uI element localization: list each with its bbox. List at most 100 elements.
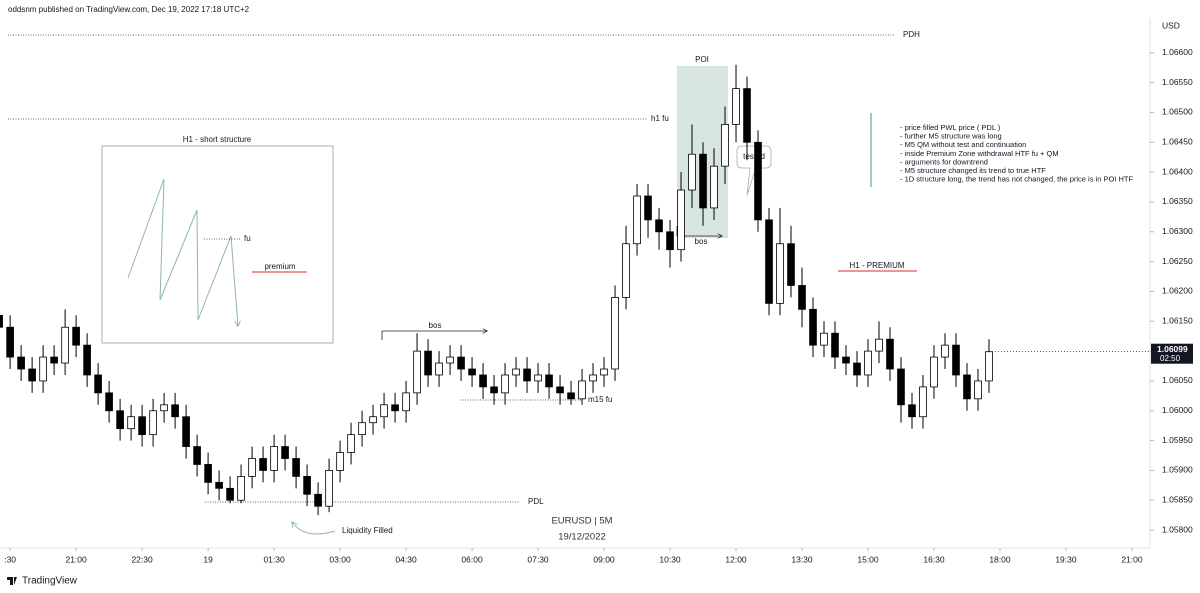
- candle-body: [600, 368, 608, 376]
- y-tick-label: 1.05800: [1162, 524, 1193, 534]
- candle-body: [842, 356, 850, 364]
- y-tick-label: 1.06300: [1162, 226, 1193, 236]
- candle-body: [391, 404, 399, 412]
- candle-body: [655, 219, 663, 233]
- candle-body: [369, 416, 377, 424]
- candle-body: [710, 165, 718, 209]
- bos-arrow: [676, 226, 722, 236]
- footer-brand: TradingView: [22, 576, 78, 587]
- candle-body: [919, 386, 927, 418]
- x-tick-label: 19: [203, 554, 213, 564]
- y-tick-label: 1.06350: [1162, 196, 1193, 206]
- h1-fu-label: h1 fu: [651, 114, 669, 123]
- x-tick-label: 12:00: [725, 554, 747, 564]
- x-tick-label: 19:30: [1055, 554, 1077, 564]
- candle-body: [644, 195, 652, 221]
- candle-body: [457, 356, 465, 370]
- candle-body: [699, 153, 707, 209]
- footer: TradingView: [7, 576, 78, 587]
- x-tick-label: 01:30: [263, 554, 285, 564]
- note-line: - M5 QM without test and continuation: [900, 140, 1026, 149]
- y-tick-label: 1.06250: [1162, 256, 1193, 266]
- candle-body: [149, 410, 157, 436]
- y-tick-label: 1.05900: [1162, 465, 1193, 475]
- candle-body: [325, 470, 333, 507]
- structure-title: H1 - short structure: [183, 135, 252, 144]
- x-tick-label: 03:00: [329, 554, 351, 564]
- candle-body: [28, 368, 36, 382]
- candle-body: [886, 338, 894, 370]
- candle-body: [116, 410, 124, 430]
- x-tick-label: 22:30: [131, 554, 153, 564]
- candle-body: [303, 475, 311, 495]
- candle-body: [578, 380, 586, 400]
- tested-bubble: [736, 145, 772, 196]
- candle-body: [765, 219, 773, 304]
- candle-body: [512, 368, 520, 376]
- candle-body: [479, 374, 487, 388]
- x-tick-label: 16:30: [923, 554, 945, 564]
- candle-body: [490, 386, 498, 394]
- candle-body: [105, 392, 113, 412]
- note-line: - price filled PWL price ( PDL ): [900, 123, 1001, 132]
- candle-body: [963, 374, 971, 400]
- candle-body: [138, 416, 146, 436]
- candle-body: [204, 464, 212, 483]
- candle-body: [545, 374, 553, 388]
- tested-label: tested: [743, 152, 765, 161]
- candle-body: [270, 446, 278, 471]
- x-tick-label: 06:00: [461, 554, 483, 564]
- x-tick-label: 10:30: [659, 554, 681, 564]
- candles: [0, 64, 993, 516]
- x-tick-label: 13:30: [791, 554, 813, 564]
- candle-body: [424, 350, 432, 376]
- candle-body: [853, 362, 861, 376]
- bos-label: bos: [429, 321, 442, 330]
- candle-body: [94, 374, 102, 394]
- note-line: - M5 structure changed its trend to true…: [900, 166, 1046, 175]
- y-tick-label: 1.06500: [1162, 107, 1193, 117]
- candle-body: [83, 344, 91, 376]
- drawings: POI PDH h1 fu bos tested bos m15 fu PDL …: [8, 30, 920, 543]
- h1-premium-label: H1 - PREMIUM: [849, 261, 904, 270]
- candle-body: [721, 124, 729, 167]
- x-tick-label: 15:00: [857, 554, 879, 564]
- candle-body: [468, 368, 476, 376]
- candle-body: [677, 189, 685, 251]
- structure-box: [101, 145, 334, 344]
- candle-body: [864, 350, 872, 376]
- candle-body: [347, 434, 355, 453]
- candle-body: [402, 392, 410, 412]
- symbol-watermark: EURUSD | 5M: [551, 516, 612, 527]
- countdown: 02:50: [1160, 354, 1181, 363]
- candle-body: [171, 404, 179, 418]
- candle-body: [611, 297, 619, 370]
- footer-logo: [7, 577, 17, 585]
- y-tick-label: 1.06200: [1162, 286, 1193, 296]
- candle-body: [259, 458, 267, 471]
- y-tick-label: 1.06550: [1162, 77, 1193, 87]
- poi-zone: [677, 66, 728, 238]
- candle-body: [336, 452, 344, 471]
- candle-body: [50, 356, 58, 364]
- candle-body: [248, 458, 256, 477]
- date-watermark: 19/12/2022: [558, 532, 606, 543]
- candle-body: [798, 285, 806, 310]
- candle-body: [215, 481, 223, 489]
- candle-body: [556, 386, 564, 394]
- candle-body: [985, 351, 993, 382]
- candle-body: [182, 416, 190, 447]
- candle-body: [446, 356, 454, 364]
- premium-label: premium: [264, 262, 295, 271]
- x-tick-label: :30: [4, 554, 16, 564]
- candle-body: [501, 374, 509, 394]
- candle-body: [743, 88, 751, 143]
- candle-body: [809, 308, 817, 346]
- x-tick-label: 21:00: [1121, 554, 1143, 564]
- candle-body: [292, 458, 300, 477]
- candle-body: [875, 338, 883, 352]
- bos-arrow: [381, 331, 487, 340]
- candle-body: [622, 243, 630, 298]
- y-tick-label: 1.06600: [1162, 47, 1193, 57]
